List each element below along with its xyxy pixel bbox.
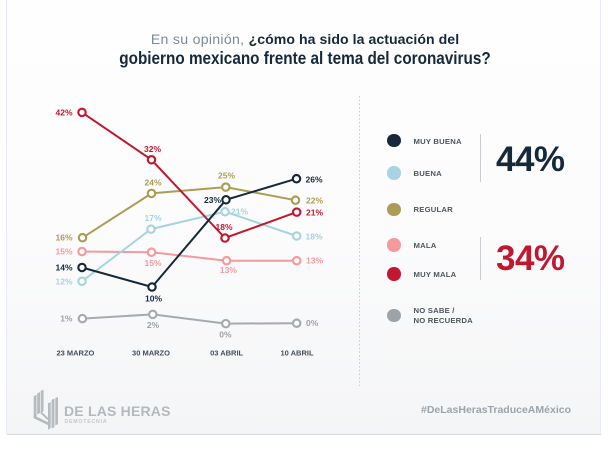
svg-text:13%: 13% [220, 265, 237, 275]
svg-text:23%: 23% [204, 195, 221, 205]
svg-text:15%: 15% [144, 258, 161, 268]
svg-text:21%: 21% [306, 208, 323, 218]
svg-text:17%: 17% [144, 213, 161, 223]
svg-text:2%: 2% [147, 320, 160, 330]
svg-text:23 MARZO: 23 MARZO [56, 349, 94, 358]
svg-text:12%: 12% [55, 276, 72, 286]
svg-text:10 ABRIL: 10 ABRIL [280, 349, 313, 358]
svg-text:16%: 16% [55, 233, 72, 243]
svg-text:21%: 21% [231, 207, 248, 217]
svg-text:30 MARZO: 30 MARZO [132, 349, 170, 358]
svg-text:15%: 15% [55, 247, 72, 257]
svg-text:18%: 18% [306, 231, 323, 241]
svg-text:22%: 22% [306, 196, 323, 206]
svg-text:10%: 10% [145, 294, 162, 304]
svg-text:0%: 0% [219, 330, 232, 340]
svg-text:13%: 13% [306, 256, 323, 266]
svg-text:42%: 42% [55, 107, 72, 117]
svg-text:25%: 25% [218, 171, 235, 181]
svg-text:26%: 26% [306, 174, 323, 184]
svg-text:0%: 0% [306, 318, 319, 328]
svg-text:32%: 32% [144, 144, 161, 154]
svg-text:14%: 14% [55, 263, 72, 273]
svg-text:24%: 24% [144, 178, 161, 188]
svg-text:03 ABRIL: 03 ABRIL [210, 349, 243, 358]
svg-text:1%: 1% [60, 314, 73, 324]
svg-text:18%: 18% [215, 222, 232, 232]
